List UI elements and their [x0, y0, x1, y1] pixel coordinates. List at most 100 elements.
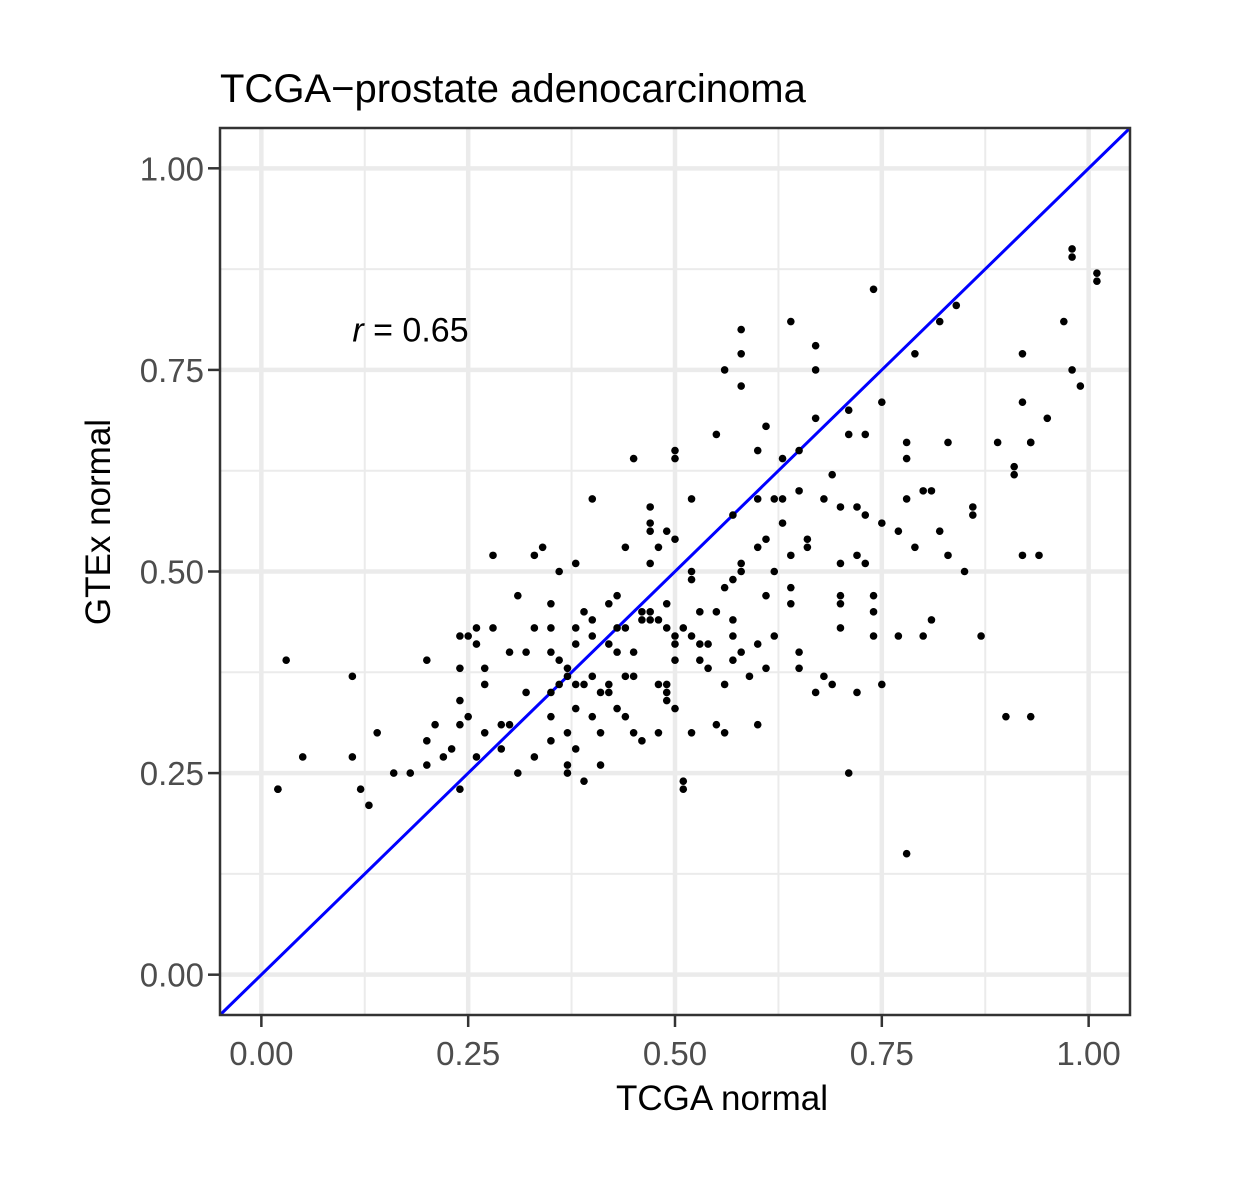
- data-point-159: [770, 567, 779, 576]
- data-point-45: [547, 624, 555, 632]
- data-point-67: [588, 495, 597, 503]
- data-point-137: [729, 511, 737, 519]
- data-point-61: [571, 680, 580, 689]
- data-point-28: [480, 680, 489, 689]
- data-point-222: [969, 511, 977, 519]
- data-point-192: [853, 688, 861, 697]
- data-point-178: [820, 495, 828, 503]
- data-point-208: [902, 849, 911, 858]
- data-point-106: [662, 624, 671, 632]
- data-point-120: [687, 495, 696, 503]
- data-point-130: [712, 430, 721, 439]
- chart-title: TCGA−prostate adenocarcinoma: [220, 67, 807, 111]
- data-point-9: [389, 769, 398, 777]
- data-point-13: [423, 761, 431, 769]
- data-point-219: [952, 301, 961, 310]
- data-point-226: [1010, 462, 1018, 471]
- data-point-176: [811, 414, 820, 423]
- x-tick-label-3: 0.75: [850, 1035, 914, 1072]
- data-point-145: [737, 559, 745, 568]
- data-point-109: [662, 696, 671, 705]
- data-point-8: [373, 728, 381, 737]
- x-tick-label-4: 1.00: [1057, 1035, 1121, 1072]
- data-point-64: [580, 608, 588, 616]
- data-point-70: [588, 672, 597, 681]
- data-point-38: [522, 648, 530, 656]
- data-point-172: [803, 535, 812, 544]
- correlation-value: = 0.65: [364, 312, 469, 350]
- data-point-32: [497, 720, 506, 729]
- data-point-2: [282, 656, 290, 664]
- data-point-4: [348, 672, 357, 681]
- data-point-46: [547, 648, 555, 656]
- data-point-85: [621, 672, 630, 681]
- data-point-18: [456, 664, 464, 673]
- data-point-117: [679, 777, 688, 785]
- data-point-42: [530, 753, 539, 761]
- data-point-35: [505, 648, 514, 656]
- data-point-33: [497, 745, 506, 753]
- data-point-220: [960, 567, 969, 576]
- data-point-148: [745, 672, 754, 681]
- data-point-164: [787, 317, 795, 326]
- data-point-103: [654, 728, 663, 737]
- data-point-79: [613, 591, 621, 600]
- data-point-29: [480, 728, 489, 737]
- data-point-73: [596, 728, 605, 737]
- y-tick-label-0: 0.00: [140, 957, 204, 994]
- reference-line: [218, 126, 1132, 1017]
- data-point-82: [613, 704, 621, 713]
- data-point-183: [836, 559, 845, 568]
- y-tick-label-3: 0.75: [140, 352, 204, 389]
- x-tick-label-0: 0.00: [229, 1035, 293, 1072]
- data-point-44: [547, 599, 555, 608]
- data-point-69: [588, 632, 597, 640]
- data-point-102: [654, 680, 663, 689]
- data-point-93: [638, 737, 646, 745]
- data-point-227: [1010, 470, 1018, 479]
- data-point-54: [563, 672, 572, 681]
- data-point-48: [547, 712, 555, 721]
- data-point-190: [853, 503, 861, 511]
- data-point-135: [720, 680, 729, 689]
- data-point-146: [737, 567, 745, 576]
- x-tick-label-1: 0.25: [436, 1035, 500, 1072]
- data-point-180: [828, 680, 836, 689]
- data-point-50: [555, 567, 563, 576]
- data-point-163: [778, 519, 787, 527]
- data-point-125: [696, 608, 704, 616]
- data-point-60: [571, 640, 580, 648]
- data-point-43: [538, 543, 547, 552]
- data-point-175: [811, 366, 820, 374]
- data-point-133: [720, 366, 729, 374]
- data-point-11: [423, 656, 431, 664]
- data-point-118: [679, 785, 688, 794]
- data-point-21: [456, 785, 464, 794]
- data-point-181: [828, 470, 836, 479]
- data-point-136: [720, 728, 729, 737]
- data-point-24: [472, 624, 481, 632]
- panel-border: [218, 126, 1132, 1017]
- data-point-188: [844, 430, 853, 439]
- data-point-138: [729, 575, 737, 584]
- data-point-25: [472, 640, 481, 648]
- data-points: [274, 245, 1101, 858]
- data-point-185: [836, 599, 845, 608]
- data-point-193: [861, 430, 870, 439]
- data-point-30: [489, 551, 497, 560]
- data-point-233: [1026, 712, 1035, 721]
- data-point-57: [563, 769, 572, 777]
- data-point-76: [605, 640, 613, 648]
- data-point-127: [696, 656, 704, 664]
- x-tick-label-2: 0.50: [643, 1035, 707, 1072]
- data-point-132: [712, 720, 721, 729]
- data-point-56: [563, 761, 572, 769]
- correlation-symbol: r: [352, 312, 365, 350]
- data-point-232: [1026, 438, 1035, 447]
- data-point-235: [1043, 414, 1052, 423]
- data-point-168: [795, 487, 803, 495]
- data-point-66: [580, 777, 588, 785]
- y-tick-label-1: 0.25: [140, 755, 204, 792]
- data-point-89: [629, 672, 638, 681]
- data-point-140: [729, 632, 737, 640]
